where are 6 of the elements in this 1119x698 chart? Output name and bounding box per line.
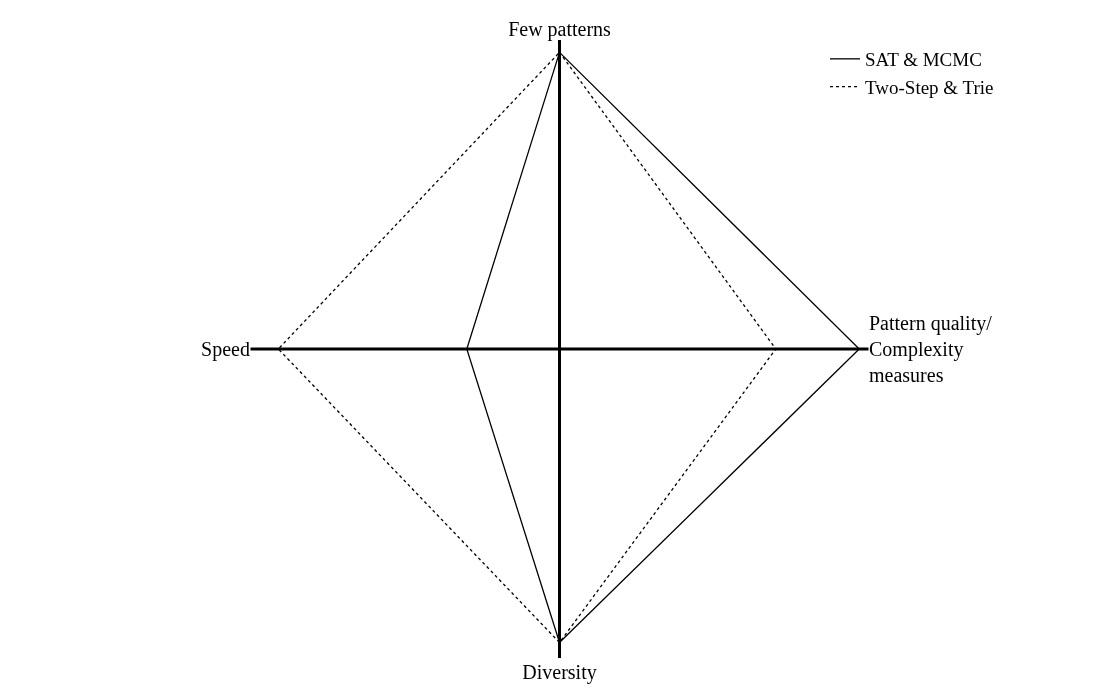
spoke-label: Diversity: [522, 660, 597, 684]
spoke-label: Few patterns: [508, 17, 612, 41]
spoke-label: Pattern quality/ Complexity measures: [869, 312, 993, 386]
legend-label: SAT & MCMC: [865, 49, 982, 71]
legend-label: Two-Step & Trie: [865, 76, 994, 98]
spoke-label: Speed: [201, 338, 250, 361]
